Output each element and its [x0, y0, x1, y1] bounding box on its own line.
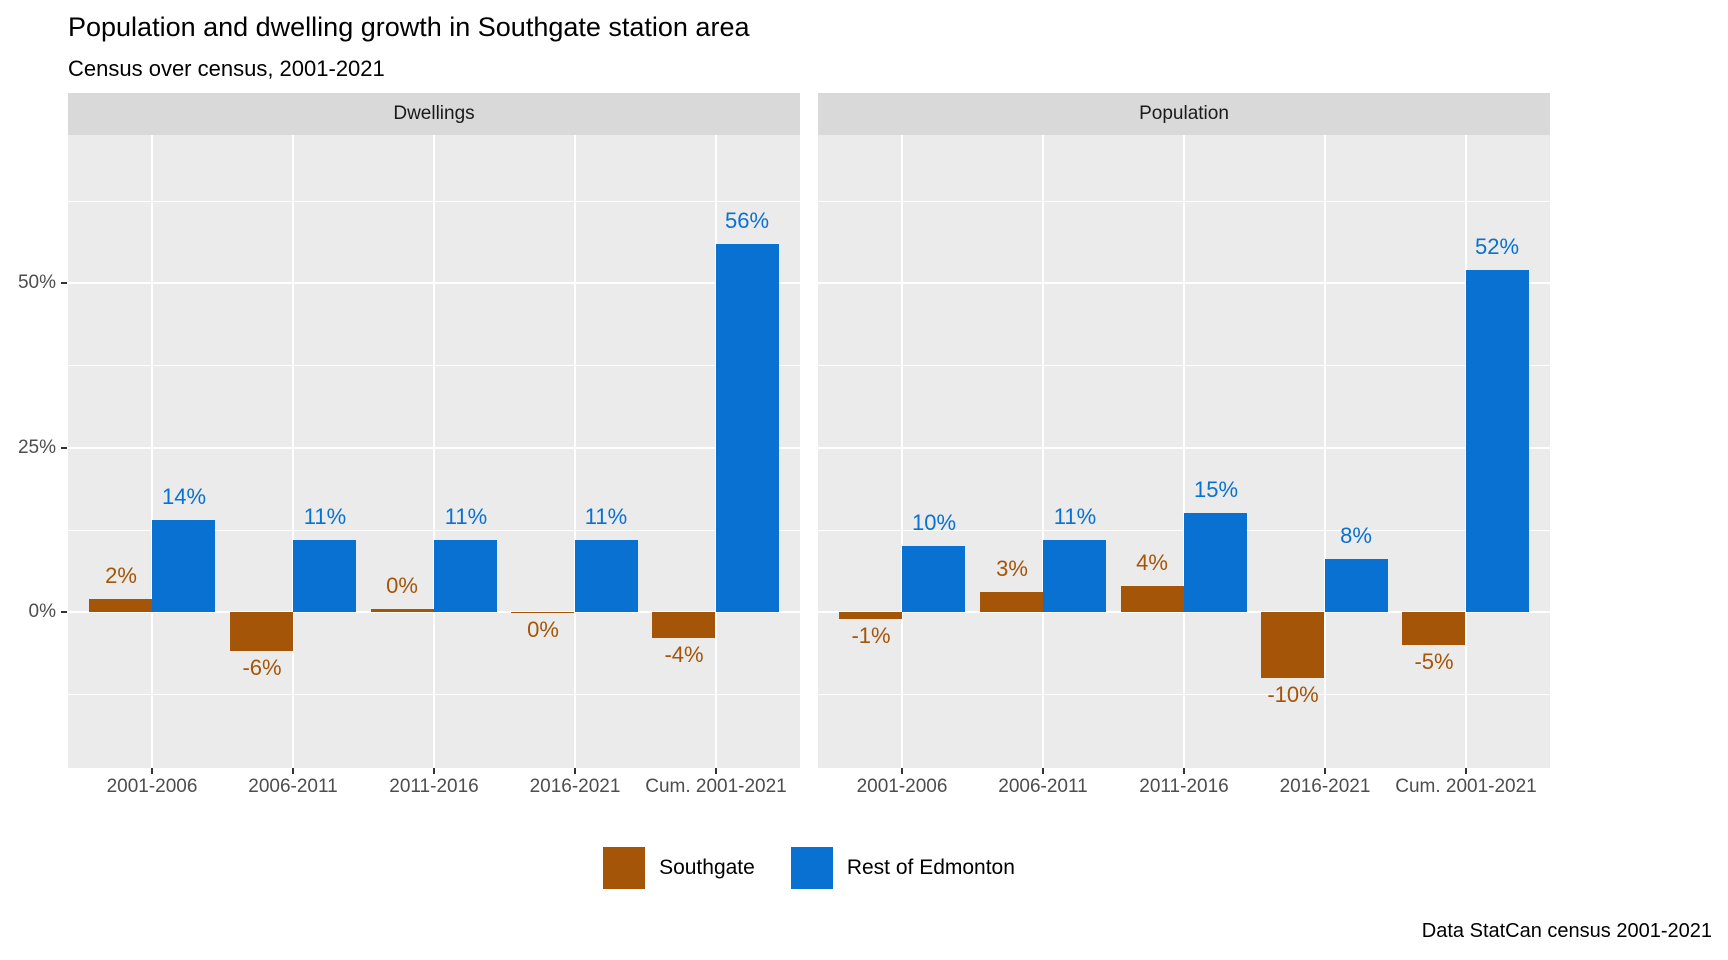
bar-southgate [1402, 612, 1465, 645]
category-gridline [901, 135, 903, 768]
southgate-swatch-icon [603, 847, 646, 889]
bar-rest-of-edmonton [1325, 559, 1388, 612]
bar-value-label: 10% [911, 510, 957, 535]
bar-southgate [1121, 586, 1184, 612]
bar-rest-of-edmonton [1466, 270, 1529, 612]
bar-southgate [230, 612, 293, 651]
x-axis-label: Cum. 2001-2021 [645, 776, 787, 797]
x-axis-label: 2006-2011 [248, 776, 338, 797]
category-gridline [1183, 135, 1185, 768]
bar-value-label: 11% [444, 504, 488, 529]
bar-rest-of-edmonton [293, 540, 356, 612]
bar-rest-of-edmonton [716, 244, 779, 612]
x-tick-mark [1324, 768, 1326, 774]
y-axis-label: 50% [17, 272, 56, 293]
bar-value-label: 11% [303, 504, 347, 529]
x-tick-mark [715, 768, 717, 774]
category-gridline [292, 135, 294, 768]
category-gridline [1042, 135, 1044, 768]
bar-southgate [839, 612, 902, 619]
category-gridline [433, 135, 435, 768]
bar-southgate [89, 599, 152, 612]
x-axis-label: 2001-2006 [856, 776, 948, 797]
x-axis-label: 2011-2016 [389, 776, 479, 797]
chart-title: Population and dwelling growth in Southg… [68, 12, 750, 42]
bar-value-label: 56% [724, 208, 770, 233]
bar-value-label: -4% [664, 642, 704, 667]
bar-southgate [652, 612, 715, 638]
x-axis-label: 2001-2006 [106, 776, 198, 797]
bar-rest-of-edmonton [1184, 513, 1247, 612]
bar-value-label: 0% [386, 573, 418, 598]
bar-rest-of-edmonton [575, 540, 638, 612]
x-tick-mark [901, 768, 903, 774]
x-tick-mark [151, 768, 153, 774]
bar-value-label: 0% [527, 617, 559, 642]
facet-strip-population: Population [818, 93, 1550, 135]
category-gridline [151, 135, 153, 768]
chart-caption: Data StatCan census 2001-2021 [1421, 920, 1712, 942]
x-axis-label: 2016-2021 [1279, 776, 1371, 797]
bar-rest-of-edmonton [152, 520, 215, 612]
bar-value-label: 4% [1136, 550, 1168, 575]
y-tick-mark [61, 611, 67, 613]
bar-value-label: 15% [1193, 477, 1239, 502]
x-tick-mark [433, 768, 435, 774]
panel-dwellings: 2% -6% 0% 0% -4% 14% 11% 11% 11% 56% [68, 135, 800, 768]
bar-value-label: 11% [1053, 504, 1097, 529]
panel-population: -1% 3% 4% -10% -5% 10% 11% 15% 8% 52% [818, 135, 1550, 768]
bar-rest-of-edmonton [1043, 540, 1106, 612]
y-axis-label: 0% [28, 601, 56, 622]
bar-value-label: -5% [1414, 649, 1454, 674]
rest-of-edmonton-swatch-icon [790, 847, 833, 889]
x-axis-label: 2006-2011 [998, 776, 1088, 797]
bar-value-label: -1% [851, 623, 891, 648]
legend: Southgate Rest of Edmonton [68, 845, 1550, 891]
y-tick-mark [61, 282, 67, 284]
bar-value-label: 8% [1340, 523, 1372, 548]
legend-label-rest-of-edmonton: Rest of Edmonton [846, 856, 1015, 879]
chart-subtitle: Census over census, 2001-2021 [68, 56, 385, 81]
bar-value-label: 3% [996, 556, 1028, 581]
x-axis-label: 2016-2021 [529, 776, 621, 797]
bar-rest-of-edmonton [434, 540, 497, 612]
bar-value-label: 52% [1474, 234, 1520, 259]
x-tick-mark [1183, 768, 1185, 774]
bar-rest-of-edmonton [902, 546, 965, 612]
bar-value-label: 14% [161, 484, 207, 509]
x-tick-mark [1465, 768, 1467, 774]
category-gridline [574, 135, 576, 768]
legend-item-rest-of-edmonton: Rest of Edmonton [790, 847, 1015, 889]
bar-southgate [511, 612, 574, 613]
x-axis-label: Cum. 2001-2021 [1395, 776, 1537, 797]
bar-value-label: -6% [242, 655, 282, 680]
bar-value-label: -10% [1267, 682, 1319, 707]
bar-southgate [1261, 612, 1324, 678]
y-tick-mark [61, 447, 67, 449]
bar-value-label: 2% [105, 563, 137, 588]
bar-southgate [371, 609, 434, 612]
facet-strip-dwellings: Dwellings [68, 93, 800, 135]
legend-item-southgate: Southgate [603, 847, 755, 889]
x-tick-mark [292, 768, 294, 774]
x-tick-mark [574, 768, 576, 774]
x-tick-mark [1042, 768, 1044, 774]
bar-value-label: 11% [584, 504, 628, 529]
bar-southgate [980, 592, 1043, 612]
legend-label-southgate: Southgate [659, 856, 755, 879]
x-axis-label: 2011-2016 [1139, 776, 1229, 797]
y-axis-label: 25% [17, 437, 56, 458]
category-gridline [1324, 135, 1326, 768]
